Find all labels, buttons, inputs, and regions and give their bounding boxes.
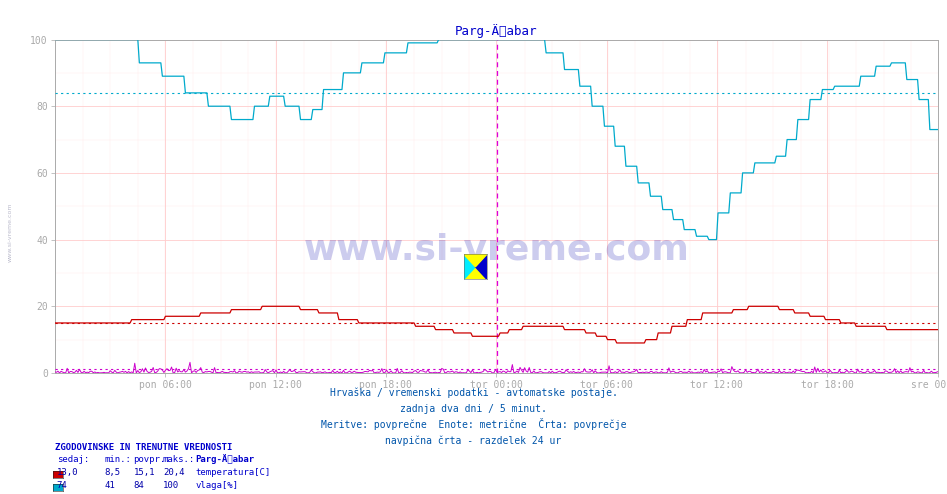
Text: min.:: min.: — [104, 455, 131, 464]
Text: 13,0: 13,0 — [57, 468, 79, 477]
Polygon shape — [475, 254, 487, 279]
Text: www.si-vreme.com: www.si-vreme.com — [303, 233, 689, 267]
Text: sedaj:: sedaj: — [57, 455, 89, 464]
Text: 8,5: 8,5 — [104, 468, 120, 477]
Text: maks.:: maks.: — [163, 455, 195, 464]
Text: vlaga[%]: vlaga[%] — [195, 481, 238, 490]
Text: 100: 100 — [163, 481, 179, 490]
Text: www.si-vreme.com: www.si-vreme.com — [8, 203, 13, 262]
Text: 41: 41 — [104, 481, 115, 490]
Text: 84: 84 — [134, 481, 144, 490]
Text: 15,1: 15,1 — [134, 468, 155, 477]
Text: Parg-Äabar: Parg-Äabar — [195, 454, 254, 464]
Text: povpr.:: povpr.: — [134, 455, 171, 464]
Text: 20,4: 20,4 — [163, 468, 185, 477]
Text: navpična črta - razdelek 24 ur: navpična črta - razdelek 24 ur — [385, 435, 562, 446]
Text: ZGODOVINSKE IN TRENUTNE VREDNOSTI: ZGODOVINSKE IN TRENUTNE VREDNOSTI — [55, 443, 232, 452]
Title: Parg-Äabar: Parg-Äabar — [455, 24, 538, 39]
Polygon shape — [464, 254, 475, 279]
Text: 74: 74 — [57, 481, 67, 490]
Text: Hrvaška / vremenski podatki - avtomatske postaje.: Hrvaška / vremenski podatki - avtomatske… — [330, 388, 617, 398]
Polygon shape — [464, 254, 487, 267]
Text: Meritve: povprečne  Enote: metrične  Črta: povprečje: Meritve: povprečne Enote: metrične Črta:… — [321, 418, 626, 430]
Text: zadnja dva dni / 5 minut.: zadnja dva dni / 5 minut. — [400, 404, 547, 414]
Text: temperatura[C]: temperatura[C] — [195, 468, 270, 477]
